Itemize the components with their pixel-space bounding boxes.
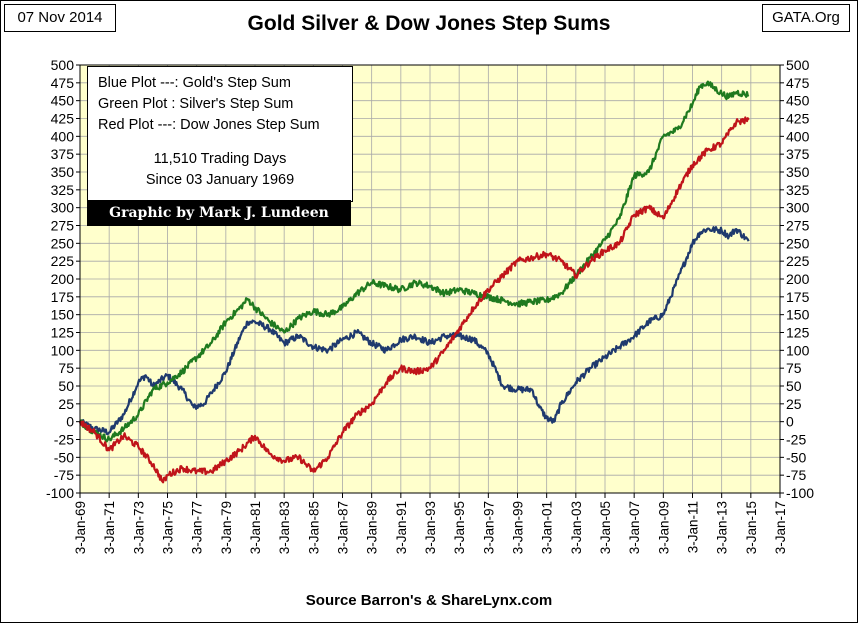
y-tick-label-left: -100 xyxy=(46,485,74,501)
x-tick-label: 3-Jan-69 xyxy=(73,501,88,554)
y-tick-label-right: 0 xyxy=(786,414,794,430)
x-tick-label: 3-Jan-79 xyxy=(219,501,234,554)
x-tick-label: 3-Jan-81 xyxy=(248,501,263,554)
legend-box: Blue Plot ---: Gold's Step Sum Green Plo… xyxy=(87,66,353,202)
y-tick-label-right: 450 xyxy=(786,93,810,109)
y-tick-label-right: 300 xyxy=(786,200,810,216)
y-tick-label-left: 0 xyxy=(66,414,74,430)
x-tick-label: 3-Jan-87 xyxy=(336,501,351,554)
y-tick-label-left: 425 xyxy=(51,111,75,127)
y-tick-label-right: 250 xyxy=(786,235,810,251)
y-tick-label-right: 400 xyxy=(786,128,810,144)
y-tick-label-right: 100 xyxy=(786,342,810,358)
y-tick-label-left: 325 xyxy=(51,182,75,198)
y-tick-label-right: 75 xyxy=(786,360,802,376)
y-tick-label-left: 400 xyxy=(51,128,75,144)
y-tick-label-right: 275 xyxy=(786,218,810,234)
y-tick-label-right: 225 xyxy=(786,253,810,269)
y-tick-label-left: 125 xyxy=(51,325,75,341)
x-tick-label: 3-Jan-05 xyxy=(598,501,613,554)
y-tick-label-left: 250 xyxy=(51,235,75,251)
y-tick-label-right: -25 xyxy=(786,432,806,448)
x-tick-label: 3-Jan-73 xyxy=(131,501,146,554)
x-tick-label: 3-Jan-09 xyxy=(656,501,671,554)
y-tick-label-right: 375 xyxy=(786,146,810,162)
y-tick-label-right: 50 xyxy=(786,378,802,394)
legend-line-gold: Blue Plot ---: Gold's Step Sum xyxy=(98,75,291,91)
series-line-2 xyxy=(78,116,750,484)
x-tick-label: 3-Jan-93 xyxy=(423,501,438,554)
y-tick-label-right: -50 xyxy=(786,449,806,465)
x-tick-label: 3-Jan-75 xyxy=(161,501,176,554)
y-tick-label-left: 150 xyxy=(51,307,75,323)
x-tick-label: 3-Jan-99 xyxy=(511,501,526,554)
y-tick-label-right: 350 xyxy=(786,164,810,180)
y-tick-label-right: 125 xyxy=(786,325,810,341)
y-tick-label-left: 200 xyxy=(51,271,75,287)
x-tick-label: 3-Jan-89 xyxy=(365,501,380,554)
credit-banner: Graphic by Mark J. Lundeen xyxy=(87,200,351,226)
y-tick-label-right: 150 xyxy=(786,307,810,323)
y-tick-label-left: -50 xyxy=(54,449,74,465)
y-tick-label-right: -100 xyxy=(786,485,814,501)
x-tick-label: 3-Jan-71 xyxy=(102,501,117,554)
x-tick-label: 3-Jan-97 xyxy=(481,501,496,554)
y-tick-label-left: 100 xyxy=(51,342,75,358)
series-line-1 xyxy=(79,80,750,443)
legend-since-date: Since 03 January 1969 xyxy=(145,172,295,188)
site-label: GATA.Org xyxy=(762,4,850,32)
x-tick-label: 3-Jan-85 xyxy=(306,501,321,554)
x-tick-label: 3-Jan-83 xyxy=(277,501,292,554)
y-tick-label-left: 500 xyxy=(51,57,75,73)
y-tick-label-left: 300 xyxy=(51,200,75,216)
y-tick-label-left: -25 xyxy=(54,432,74,448)
y-tick-label-right: 325 xyxy=(786,182,810,198)
x-tick-label: 3-Jan-15 xyxy=(744,501,759,554)
chart-title: Gold Silver & Dow Jones Step Sums xyxy=(247,12,611,35)
y-tick-label-right: 475 xyxy=(786,75,810,91)
y-tick-label-right: -75 xyxy=(786,467,806,483)
series-layer xyxy=(78,80,750,484)
y-tick-label-right: 175 xyxy=(786,289,810,305)
x-tick-label: 3-Jan-95 xyxy=(452,501,467,554)
y-tick-label-left: 475 xyxy=(51,75,75,91)
x-tick-label: 3-Jan-07 xyxy=(627,501,642,554)
y-tick-label-left: -75 xyxy=(54,467,74,483)
x-tick-label: 3-Jan-11 xyxy=(686,501,701,553)
date-label: 07 Nov 2014 xyxy=(4,4,116,32)
x-tick-label: 3-Jan-13 xyxy=(715,501,730,554)
legend-line-dow: Red Plot ---: Dow Jones Step Sum xyxy=(98,117,320,133)
x-tick-label: 3-Jan-01 xyxy=(540,501,555,554)
legend-trading-days: 11,510 Trading Days xyxy=(153,151,287,167)
y-tick-label-left: 75 xyxy=(58,360,74,376)
y-tick-label-left: 25 xyxy=(58,396,74,412)
y-tick-label-left: 50 xyxy=(58,378,74,394)
x-tick-label: 3-Jan-03 xyxy=(569,501,584,554)
y-tick-label-left: 275 xyxy=(51,218,75,234)
x-tick-label: 3-Jan-77 xyxy=(190,501,205,554)
legend-line-silver: Green Plot : Silver's Step Sum xyxy=(98,96,294,112)
y-tick-label-right: 200 xyxy=(786,271,810,287)
x-tick-label: 3-Jan-17 xyxy=(773,501,788,554)
x-tick-label: 3-Jan-91 xyxy=(394,501,409,554)
y-tick-label-right: 25 xyxy=(786,396,802,412)
y-tick-label-left: 175 xyxy=(51,289,75,305)
y-tick-label-left: 350 xyxy=(51,164,75,180)
y-tick-label-left: 375 xyxy=(51,146,75,162)
y-tick-label-left: 450 xyxy=(51,93,75,109)
y-tick-label-right: 500 xyxy=(786,57,810,73)
source-label: Source Barron's & ShareLynx.com xyxy=(305,592,553,609)
series-line-0 xyxy=(79,226,750,436)
y-tick-label-left: 225 xyxy=(51,253,75,269)
y-tick-label-right: 425 xyxy=(786,111,810,127)
